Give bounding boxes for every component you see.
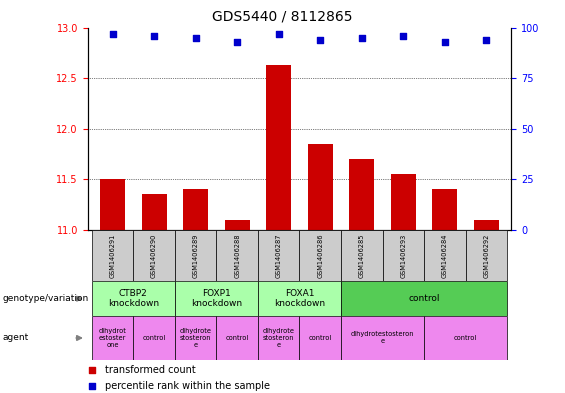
Text: agent: agent <box>3 334 29 342</box>
Text: GSM1406286: GSM1406286 <box>317 233 323 278</box>
Text: FOXP1
knockdown: FOXP1 knockdown <box>191 289 242 309</box>
Text: GSM1406285: GSM1406285 <box>359 233 365 278</box>
Bar <box>383 230 424 281</box>
Bar <box>424 316 507 360</box>
Text: GSM1406290: GSM1406290 <box>151 233 157 277</box>
Text: GDS5440 / 8112865: GDS5440 / 8112865 <box>212 10 353 24</box>
Bar <box>466 230 507 281</box>
Text: GSM1406292: GSM1406292 <box>484 233 489 277</box>
Bar <box>175 230 216 281</box>
Point <box>357 35 366 41</box>
Text: dihydrote
stosteron
e: dihydrote stosteron e <box>180 328 211 348</box>
Text: CTBP2
knockdown: CTBP2 knockdown <box>108 289 159 309</box>
Bar <box>341 281 507 316</box>
Point <box>316 37 325 43</box>
Text: GSM1406284: GSM1406284 <box>442 233 448 278</box>
Text: GSM1406293: GSM1406293 <box>401 233 406 277</box>
Text: GSM1406289: GSM1406289 <box>193 233 198 277</box>
Bar <box>299 230 341 281</box>
Bar <box>432 189 457 230</box>
Point <box>399 33 408 39</box>
Point <box>440 39 449 45</box>
Bar <box>92 281 175 316</box>
Point <box>150 33 159 39</box>
Point <box>87 383 96 389</box>
Point <box>87 367 96 373</box>
Text: genotype/variation: genotype/variation <box>3 294 89 303</box>
Bar <box>100 179 125 230</box>
Bar <box>216 230 258 281</box>
Bar <box>175 281 258 316</box>
Text: control: control <box>454 335 477 341</box>
Bar <box>424 230 466 281</box>
Text: control: control <box>142 335 166 341</box>
Text: dihydrot
estoster
one: dihydrot estoster one <box>98 328 127 348</box>
Bar <box>341 230 383 281</box>
Bar <box>258 281 341 316</box>
Bar <box>133 316 175 360</box>
Bar <box>183 189 208 230</box>
Bar <box>391 174 416 230</box>
Bar <box>349 159 374 230</box>
Text: dihydrotestosteron
e: dihydrotestosteron e <box>351 331 414 345</box>
Text: control: control <box>408 294 440 303</box>
Text: GSM1406287: GSM1406287 <box>276 233 282 278</box>
Bar <box>92 316 133 360</box>
Text: FOXA1
knockdown: FOXA1 knockdown <box>274 289 325 309</box>
Bar <box>92 230 133 281</box>
Bar <box>308 144 333 230</box>
Point <box>482 37 491 43</box>
Bar <box>225 220 250 230</box>
Bar <box>175 316 216 360</box>
Bar <box>258 316 299 360</box>
Point <box>233 39 242 45</box>
Text: GSM1406291: GSM1406291 <box>110 233 115 277</box>
Text: dihydrote
stosteron
e: dihydrote stosteron e <box>263 328 295 348</box>
Bar <box>133 230 175 281</box>
Bar <box>258 230 299 281</box>
Point <box>274 30 283 37</box>
Bar <box>299 316 341 360</box>
Bar <box>216 316 258 360</box>
Bar <box>341 316 424 360</box>
Text: control: control <box>225 335 249 341</box>
Bar <box>266 65 291 230</box>
Bar <box>474 220 499 230</box>
Point <box>191 35 200 41</box>
Text: percentile rank within the sample: percentile rank within the sample <box>105 381 270 391</box>
Text: control: control <box>308 335 332 341</box>
Point <box>108 30 117 37</box>
Bar <box>142 195 167 230</box>
Text: transformed count: transformed count <box>105 365 195 375</box>
Text: GSM1406288: GSM1406288 <box>234 233 240 278</box>
